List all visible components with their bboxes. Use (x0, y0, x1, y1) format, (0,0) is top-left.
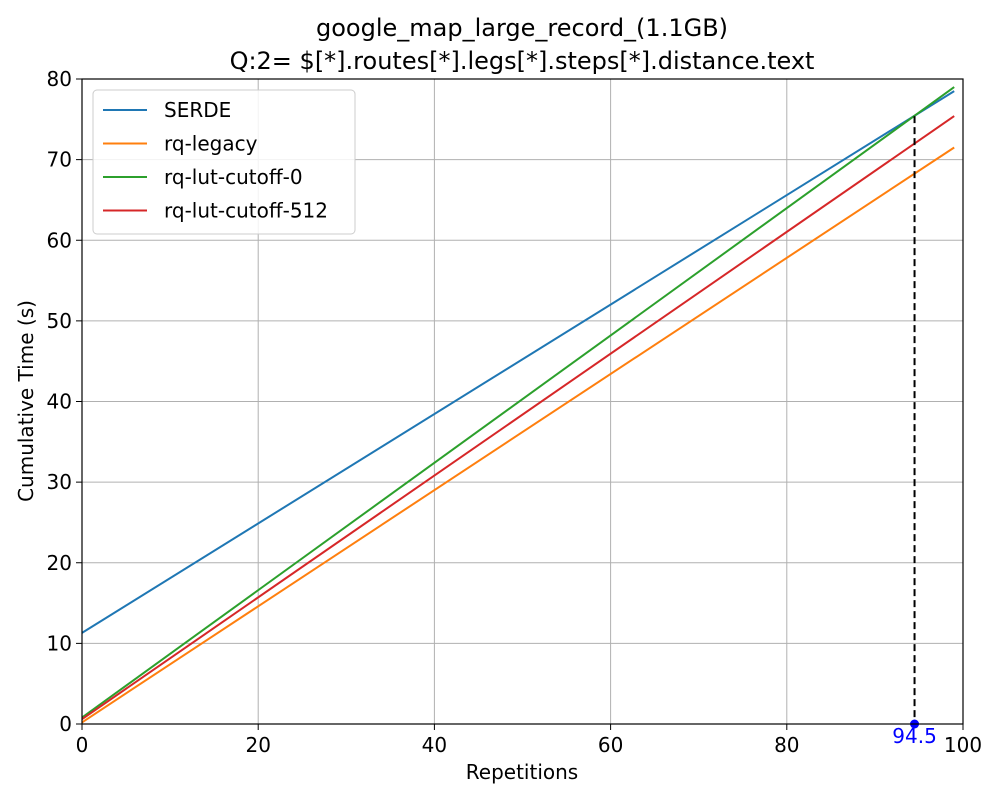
annotation-label: 94.5 (892, 724, 937, 748)
y-tick-label: 40 (47, 390, 72, 414)
y-tick-label: 60 (47, 228, 72, 252)
y-tick-label: 0 (59, 712, 72, 736)
y-tick-label: 50 (47, 309, 72, 333)
series-line-rq-legacy (81, 146, 955, 724)
y-axis-label: Cumulative Time (s) (14, 300, 38, 502)
x-tick-label: 60 (598, 733, 623, 757)
y-tick-label: 80 (47, 67, 72, 91)
legend-items: SERDE rq-legacy rq-lut-cutoff-0 rq-lut-cuto… (103, 98, 328, 223)
annotation: 94.5 (892, 116, 937, 748)
y-tick-label: 70 (47, 148, 72, 172)
legend-box (92, 89, 356, 235)
legend-label-rq-legacy: rq-legacy (164, 132, 258, 156)
x-tick-label: 80 (774, 733, 799, 757)
legend: SERDE rq-legacy rq-lut-cutoff-0 rq-lut-cuto… (92, 89, 356, 235)
y-tick-label: 10 (47, 631, 72, 655)
chart-title-line-1: google_map_large_record_(1.1GB) (316, 14, 728, 42)
legend-label-SERDE: SERDE (164, 98, 231, 122)
chart-title-line-2: Q:2= $[*].routes[*].legs[*].steps[*].dis… (230, 47, 815, 75)
x-axis-label: Repetitions (466, 760, 578, 784)
legend-label-rq-lut-cutoff-0: rq-lut-cutoff-0 (164, 165, 303, 189)
y-tick-label: 20 (47, 551, 72, 575)
legend-label-rq-lut-cutoff-512: rq-lut-cutoff-512 (164, 199, 328, 223)
axis-ticks: 0 20 40 60 80 100 0 10 20 30 40 50 60 70 80 (47, 67, 983, 757)
plot-lines (81, 86, 955, 724)
x-tick-label: 40 (422, 733, 447, 757)
x-tick-label: 0 (76, 733, 89, 757)
series-line-rq-lut-cutoff-512 (81, 115, 955, 721)
x-tick-label: 100 (944, 733, 982, 757)
series-line-SERDE (81, 90, 955, 634)
series-line-rq-lut-cutoff-0 (81, 86, 955, 719)
x-tick-label: 20 (245, 733, 270, 757)
y-tick-label: 30 (47, 470, 72, 494)
